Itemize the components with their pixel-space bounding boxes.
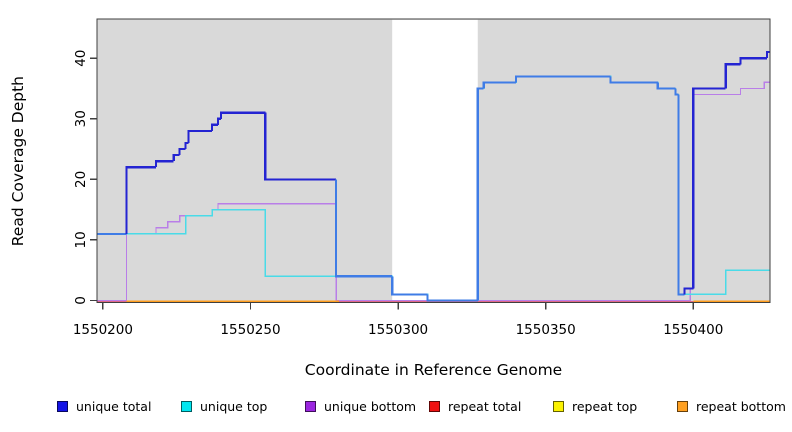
- legend-label: unique bottom: [324, 399, 417, 414]
- legend-item-unique-bottom: unique bottom: [305, 399, 416, 414]
- legend-item-repeat-bottom: repeat bottom: [677, 399, 786, 414]
- x-tick-label: 1550300: [368, 322, 428, 338]
- legend-label: unique total: [76, 399, 152, 414]
- series-unique-total-segment: [515, 75, 611, 83]
- x-tick-label: 1550200: [73, 322, 133, 338]
- legend: unique total unique top unique bottom repea…: [0, 397, 792, 419]
- y-axis-title-wrap: Read Coverage Depth: [9, 0, 27, 322]
- series-unique-total-segment: [739, 57, 768, 65]
- legend-label: repeat bottom: [696, 399, 786, 414]
- series-unique-total-segment: [125, 166, 157, 234]
- legend-label: repeat top: [572, 399, 638, 414]
- series-unique-total-segment: [391, 276, 428, 296]
- legend-swatch-unique-top: [181, 401, 192, 412]
- y-tick-label: 10: [73, 231, 89, 248]
- y-tick-label: 20: [73, 171, 89, 188]
- legend-item-unique-top: unique top: [181, 399, 267, 414]
- series-unique-total-segment: [609, 76, 658, 84]
- series-unique-total-segment: [264, 112, 337, 181]
- y-tick-label: 40: [73, 50, 89, 67]
- legend-item-repeat-top: repeat top: [553, 399, 637, 414]
- series-unique-total-segment: [172, 154, 180, 162]
- series-unique-bottom-line: [97, 81, 770, 302]
- legend-item-repeat-total: repeat total: [429, 399, 521, 414]
- series-unique-total-segment: [677, 94, 685, 296]
- series-unique-total-segment: [178, 147, 186, 156]
- legend-label: unique top: [200, 399, 268, 414]
- legend-label: repeat total: [448, 399, 522, 414]
- y-axis-title: Read Coverage Depth: [9, 75, 27, 247]
- series-unique-total-segment: [334, 179, 393, 278]
- series-unique-total-segment: [187, 129, 213, 144]
- x-tick-label: 1550400: [663, 322, 723, 338]
- x-tick-label: 1550350: [516, 322, 576, 338]
- series-unique-total-segment: [154, 160, 174, 168]
- white-band: [392, 19, 478, 302]
- series-unique-total-segment: [426, 294, 478, 302]
- legend-swatch-repeat-top: [553, 401, 564, 412]
- x-tick-label: 1550250: [220, 322, 280, 338]
- x-axis-title: Coordinate in Reference Genome: [304, 361, 563, 379]
- series-unique-total-segment: [219, 111, 266, 119]
- legend-swatch-unique-total: [57, 401, 68, 412]
- series-unique-total-segment: [724, 63, 741, 89]
- series-unique-total-segment: [683, 287, 694, 295]
- series-unique-total-segment: [656, 82, 676, 90]
- series-unique-total-segment: [482, 81, 517, 89]
- legend-item-unique-total: unique total: [57, 399, 151, 414]
- legend-swatch-unique-bottom: [305, 401, 316, 412]
- plot-frame: [96, 18, 771, 304]
- series-unique-total-segment: [765, 51, 770, 59]
- legend-swatch-repeat-bottom: [677, 401, 688, 412]
- series-unique-total-segment: [211, 123, 219, 131]
- series-unique-total-segment: [692, 87, 726, 289]
- legend-swatch-repeat-total: [429, 401, 440, 412]
- y-tick-label: 30: [73, 110, 89, 127]
- series-unique-total-segment: [476, 87, 484, 301]
- y-tick-label: 0: [73, 296, 89, 305]
